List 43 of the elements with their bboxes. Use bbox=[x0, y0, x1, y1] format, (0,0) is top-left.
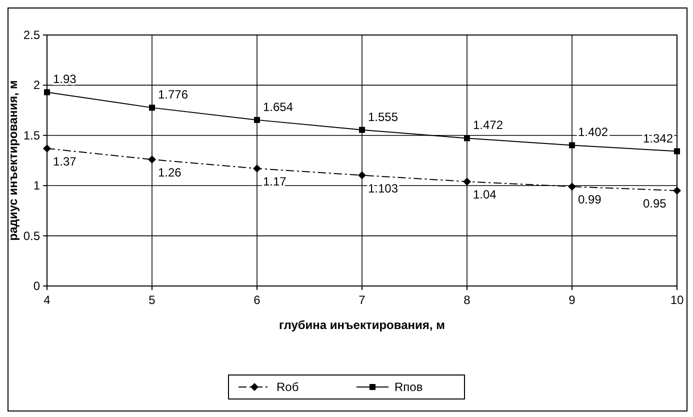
data-label: 1.342 bbox=[643, 131, 674, 146]
y-tick-label: 0.5 bbox=[23, 228, 40, 243]
point bbox=[149, 104, 155, 111]
x-tick-label: 6 bbox=[254, 293, 261, 307]
data-label: 1.776 bbox=[158, 88, 188, 102]
point bbox=[44, 89, 50, 96]
data-label: 1.37 bbox=[53, 154, 77, 168]
point bbox=[358, 171, 366, 180]
point bbox=[254, 116, 260, 123]
data-label: 1.654 bbox=[263, 100, 294, 114]
data-label: 1.17 bbox=[263, 174, 287, 189]
y-axis-title: радиус инъектирования, м bbox=[6, 80, 20, 241]
legend-label: Rпов bbox=[394, 380, 423, 394]
data-label: 0.99 bbox=[578, 192, 602, 207]
data-label: 1.555 bbox=[368, 110, 398, 124]
point bbox=[253, 164, 261, 173]
data-label: 0.95 bbox=[643, 196, 667, 211]
data-label: 1.26 bbox=[158, 165, 182, 180]
x-tick-label: 10 bbox=[670, 293, 684, 307]
point bbox=[464, 135, 470, 142]
point bbox=[43, 144, 51, 152]
point bbox=[673, 186, 681, 195]
point bbox=[148, 155, 156, 164]
data-label: 1.04 bbox=[473, 188, 497, 202]
legend-label: Rоб bbox=[276, 380, 299, 394]
x-tick-label: 9 bbox=[568, 293, 576, 307]
y-tick-label: 0 bbox=[33, 279, 40, 293]
x-tick-label: 8 bbox=[464, 293, 471, 307]
x-tick-label: 4 bbox=[44, 293, 51, 307]
point bbox=[359, 126, 365, 133]
data-label: 1.93 bbox=[53, 72, 77, 86]
data-label: 1.472 bbox=[473, 118, 504, 132]
point bbox=[568, 182, 576, 191]
point bbox=[674, 148, 680, 154]
point bbox=[569, 142, 575, 148]
point bbox=[463, 178, 471, 186]
x-axis-title: глубина инъектирования, м bbox=[279, 318, 446, 332]
y-tick-label: 2.5 bbox=[23, 28, 40, 42]
y-tick-label: 1.5 bbox=[23, 128, 40, 142]
y-tick-label: 2 bbox=[33, 78, 40, 92]
y-tick-label: 1 bbox=[33, 178, 40, 193]
x-tick-label: 7 bbox=[358, 293, 366, 307]
x-tick-label: 5 bbox=[148, 293, 156, 307]
